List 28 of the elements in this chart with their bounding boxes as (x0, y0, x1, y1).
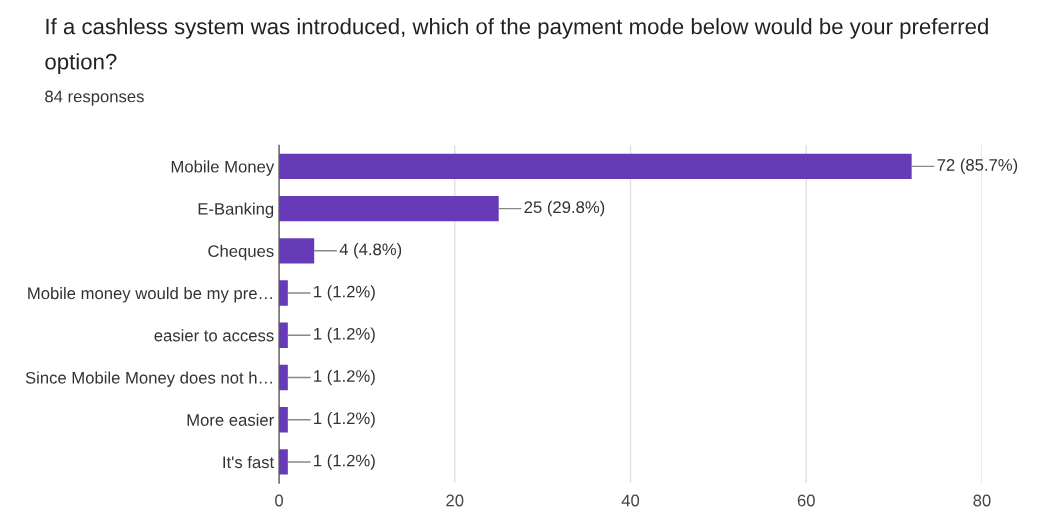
y-tick-label: E-Banking (198, 202, 274, 219)
data-label: 1 (1.2%) (314, 369, 375, 386)
data-label: 1 (1.2%) (314, 285, 375, 301)
y-tick-label: Cheques (208, 244, 274, 261)
x-tick-label: 60 (797, 494, 815, 507)
chart-title: If a cashless system was introduced, which of the payment mode below would be your preferred option? (45, 18, 988, 74)
x-tick-label: 0 (275, 494, 284, 507)
bar (279, 195, 499, 222)
text: 84 responses (45, 90, 144, 106)
data-label: 1 (1.2%) (314, 411, 375, 428)
data-label: 72 (85.7%) (937, 158, 1018, 175)
data-label: 4 (4.8%) (339, 243, 402, 259)
y-tick-label: More easier (187, 413, 274, 426)
bar (279, 238, 315, 264)
y-tick-label: Mobile Money (171, 160, 275, 176)
x-tick-label: 80 (973, 494, 991, 507)
x-tick-label: 20 (446, 494, 464, 507)
y-tick-label: easier to access (154, 329, 274, 342)
x-tick-label: 40 (621, 494, 640, 507)
data-label: 1 (1.2%) (314, 454, 375, 470)
data-label: 1 (1.2%) (314, 327, 375, 344)
data-label: 25 (29.8%) (524, 200, 605, 217)
y-tick-label: It's fast (223, 455, 275, 469)
bar (279, 280, 288, 306)
y-tick-label: Mobile money would be my pre… (28, 287, 272, 303)
bar (279, 449, 288, 475)
y-tick-label: Since Mobile Money does not h… (25, 371, 272, 387)
bar (279, 153, 912, 180)
